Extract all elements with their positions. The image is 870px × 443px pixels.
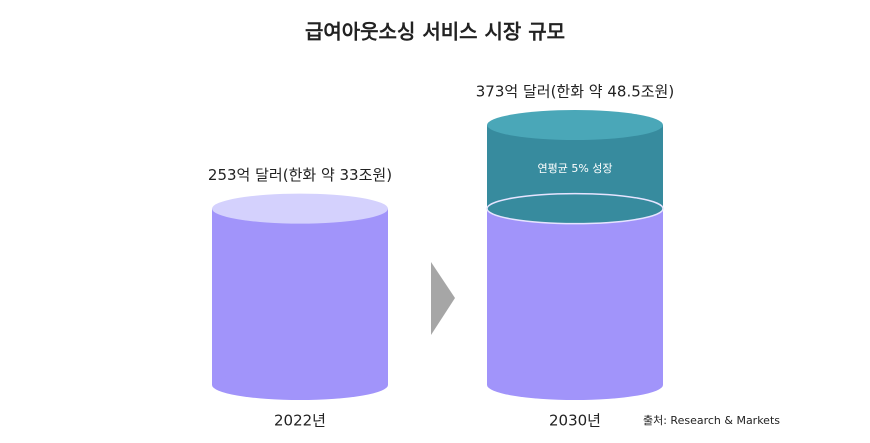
cylinder <box>487 208 663 385</box>
growth-bottom <box>486 192 664 225</box>
x-tick-label: 2030년 <box>549 412 601 430</box>
cylinder-bottom <box>487 370 663 400</box>
x-tick-label: 2022년 <box>274 412 326 430</box>
value-label: 373억 달러(한화 약 48.5조원) <box>476 83 674 101</box>
value-label: 253억 달러(한화 약 33조원) <box>208 166 392 184</box>
source: 출처: Research & Markets <box>643 414 780 427</box>
cylinder-bottom <box>212 370 388 400</box>
cylinder-top <box>212 193 388 224</box>
annotation: 연평균 5% 성장 <box>537 162 612 175</box>
cylinder <box>212 208 388 385</box>
growth-top <box>487 110 663 140</box>
chart-title: 급여아웃소싱 서비스 시장 규모 <box>305 20 565 44</box>
arrow <box>431 262 455 335</box>
